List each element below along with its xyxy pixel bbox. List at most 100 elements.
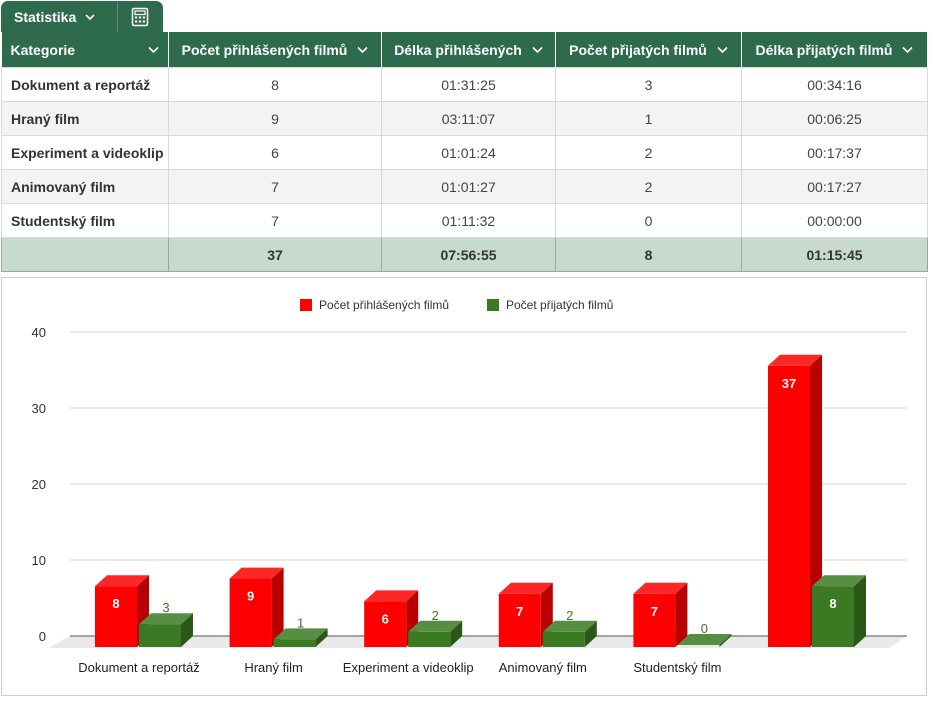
column-header-delka-prijatych[interactable]: Délka přijatých filmů	[741, 32, 928, 68]
table-cell: 00:34:16	[741, 67, 928, 102]
chevron-down-icon[interactable]	[357, 46, 368, 54]
table-total-row: 37 07:56:55 8 01:15:45	[1, 237, 928, 272]
chevron-down-icon[interactable]	[717, 46, 728, 54]
bar	[498, 593, 541, 647]
bar-top	[812, 575, 866, 587]
bar	[768, 365, 810, 647]
table-cell: 01:01:27	[381, 169, 556, 204]
column-header-delka-prihlasenych[interactable]: Délka přihlášených	[381, 32, 556, 68]
legend-label: Počet přihlášených filmů	[319, 298, 449, 312]
column-header-label: Počet přijatých filmů	[569, 41, 707, 58]
bar	[812, 586, 854, 647]
table-row: Studentský film 7 01:11:32 0 00:00:00	[1, 203, 928, 238]
table-cell: 8	[168, 67, 382, 102]
chevron-down-icon[interactable]	[148, 46, 159, 54]
bar-side	[181, 613, 193, 647]
x-tick-label: Dokument a reportáž	[78, 660, 199, 675]
bar	[273, 639, 316, 647]
chevron-down-icon[interactable]	[85, 12, 95, 22]
y-tick-label: 0	[39, 629, 46, 644]
bar	[408, 631, 451, 647]
table-row: Animovaný film 7 01:01:27 2 00:17:27	[1, 169, 928, 204]
table-cell: 9	[168, 101, 382, 136]
bar-side	[450, 620, 463, 647]
statistics-table: Kategorie Počet přihlášených filmů Délka…	[1, 32, 928, 272]
chevron-down-icon[interactable]	[532, 46, 543, 54]
chevron-down-icon[interactable]	[902, 46, 914, 54]
bar-top	[677, 634, 732, 645]
bar-value-label: 7	[651, 604, 658, 619]
table-cell: 8	[555, 237, 742, 272]
bar-value-label: 37	[782, 376, 796, 391]
table-cell: 00:00:00	[741, 203, 928, 238]
table-cell: 3	[555, 67, 742, 102]
tab-bar: Statistika	[0, 0, 933, 32]
table-cell: Hraný film	[1, 101, 169, 136]
bar-top	[273, 628, 328, 640]
column-header-label: Kategorie	[10, 41, 76, 58]
bar-value-label: 8	[112, 596, 119, 611]
bar-top	[364, 590, 419, 602]
bar	[633, 593, 676, 647]
table-cell: 6	[168, 135, 382, 170]
y-tick-label: 10	[32, 553, 46, 568]
bar-value-label: 8	[829, 596, 836, 611]
table-cell: 2	[555, 169, 742, 204]
bar-side	[675, 582, 688, 647]
bar-side	[315, 628, 328, 647]
table-cell: 7	[168, 203, 382, 238]
table-cell: 1	[555, 101, 742, 136]
tab-divider	[117, 1, 118, 32]
bar	[229, 578, 272, 647]
table-cell: Experiment a videoklip	[1, 135, 169, 170]
column-header-label: Délka přihlášených	[394, 41, 522, 58]
table-cell: Animovaný film	[1, 169, 169, 204]
bar-top	[498, 582, 553, 594]
bar-top	[229, 567, 284, 579]
table-cell: Dokument a reportáž	[1, 67, 169, 102]
bar-top	[768, 354, 822, 366]
table-cell: 00:17:27	[741, 169, 928, 204]
bar-top	[95, 575, 149, 587]
bar-side	[271, 567, 284, 647]
calculator-icon[interactable]	[130, 7, 150, 27]
y-tick-label: 40	[32, 325, 46, 340]
column-header-label: Počet přihlášených filmů	[181, 41, 348, 58]
table-cell	[1, 237, 169, 272]
table-cell: 7	[168, 169, 382, 204]
table-cell: 2	[555, 135, 742, 170]
tab-statistika[interactable]: Statistika	[1, 1, 163, 32]
table-cell: 01:15:45	[741, 237, 928, 272]
column-header-label: Délka přijatých filmů	[755, 41, 893, 58]
x-tick-label: Hraný film	[244, 660, 303, 675]
tab-label: Statistika	[14, 8, 77, 25]
x-tick-label: Animovaný film	[499, 660, 587, 675]
legend-label: Počet přijatých filmů	[506, 298, 613, 312]
bar-side	[854, 575, 866, 647]
bar-value-label: 6	[382, 611, 389, 626]
table-row: Experiment a videoklip 6 01:01:24 2 00:1…	[1, 135, 928, 170]
bar-value-label: 0	[701, 621, 708, 636]
bar-value-label: 2	[432, 608, 439, 623]
table-cell: Studentský film	[1, 203, 169, 238]
bar-top	[633, 582, 688, 594]
bar-side	[719, 634, 732, 647]
column-header-pocet-prijatych[interactable]: Počet přijatých filmů	[555, 32, 742, 68]
bar	[95, 586, 137, 647]
table-cell: 07:56:55	[381, 237, 556, 272]
y-tick-label: 20	[32, 477, 46, 492]
bar-value-label: 3	[162, 600, 169, 615]
table-row: Hraný film 9 03:11:07 1 00:06:25	[1, 101, 928, 136]
table-cell: 01:01:24	[381, 135, 556, 170]
table-cell: 00:17:37	[741, 135, 928, 170]
column-header-pocet-prihlasenych[interactable]: Počet přihlášených filmů	[168, 32, 382, 68]
table-cell: 03:11:07	[381, 101, 556, 136]
y-tick-label: 30	[32, 401, 46, 416]
bar	[139, 624, 181, 647]
legend-swatch	[487, 299, 499, 311]
bar-top	[408, 620, 463, 632]
bar-value-label: 9	[247, 589, 254, 604]
bar-top	[139, 613, 193, 625]
bar-side	[810, 354, 822, 647]
column-header-kategorie[interactable]: Kategorie	[1, 32, 169, 68]
